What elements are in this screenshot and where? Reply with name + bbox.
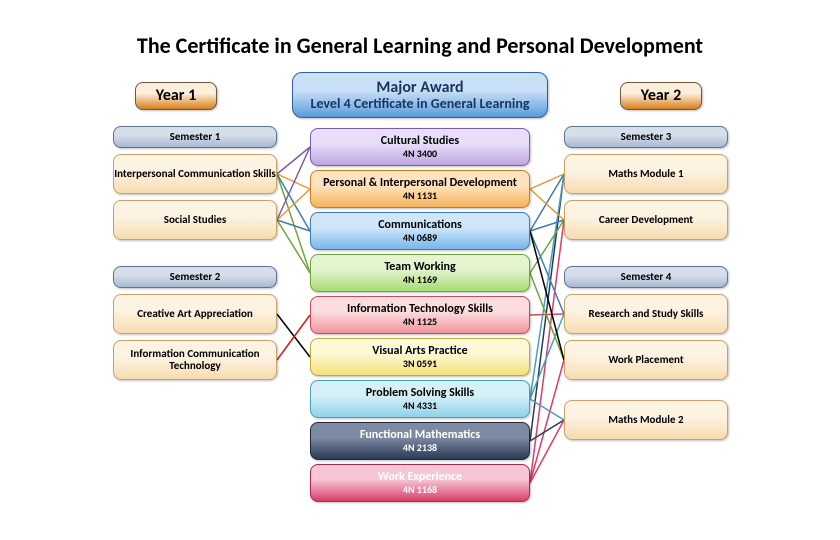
edge-mm1-pid [530, 174, 564, 189]
edge-ict-its [277, 315, 310, 360]
hdr-s1: Semester 1 [113, 126, 277, 148]
edge-mm2-fm [530, 420, 564, 441]
diagram-stage: The Certificate in General Learning and … [0, 0, 840, 540]
hdr-s4: Semester 4 [564, 266, 728, 288]
edge-ss-com [277, 220, 310, 231]
mod-cd: Career Development [564, 200, 728, 240]
edge-mm1-fm [530, 174, 564, 441]
edge-wp-we [530, 360, 564, 483]
edge-cd-we [530, 220, 564, 483]
edge-mm1-pss [530, 174, 564, 399]
mod-wp: Work Placement [564, 340, 728, 380]
center-we: Work Experience4N 1168 [310, 464, 530, 502]
mod-rss: Research and Study Skills [564, 294, 728, 334]
mod-mm1: Maths Module 1 [564, 154, 728, 194]
center-com: Communications4N 0689 [310, 212, 530, 250]
yearbox-y2: Year 2 [620, 82, 702, 110]
edge-cd-com [530, 220, 564, 231]
center-its: Information Technology Skills4N 1125 [310, 296, 530, 334]
edge-wp-com [530, 231, 564, 360]
mod-ict: Information Communication Technology [113, 340, 277, 380]
mod-ss: Social Studies [113, 200, 277, 240]
hdr-s2: Semester 2 [113, 266, 277, 288]
edge-ss-tw [277, 220, 310, 273]
edge-rss-pss [530, 314, 564, 399]
edge-mm2-we [530, 420, 564, 483]
mod-ics: Interpersonal Communication Skills [113, 154, 277, 194]
page-title: The Certificate in General Learning and … [0, 32, 840, 59]
mod-mm2: Maths Module 2 [564, 400, 728, 440]
edge-cd-pid [530, 189, 564, 220]
award-box: Major AwardLevel 4 Certificate in Genera… [292, 72, 548, 118]
center-tw: Team Working4N 1169 [310, 254, 530, 292]
center-pss: Problem Solving Skills4N 4331 [310, 380, 530, 418]
edge-ics-pid [277, 174, 310, 189]
edge-cd-tw [530, 220, 564, 273]
edge-ss-pid [277, 189, 310, 220]
edge-ics-tw [277, 174, 310, 273]
edge-caa-vap [277, 314, 310, 357]
edge-ics-cs [277, 147, 310, 174]
edge-mm2-pss [530, 399, 564, 420]
edge-wp-tw [530, 273, 564, 360]
center-fm: Functional Mathematics4N 2138 [310, 422, 530, 460]
edge-mm1-com [530, 174, 564, 231]
edge-rss-its [530, 314, 564, 315]
mod-caa: Creative Art Appreciation [113, 294, 277, 334]
edge-ics-com [277, 174, 310, 231]
edge-ss-cs [277, 147, 310, 220]
center-vap: Visual Arts Practice3N 0591 [310, 338, 530, 376]
center-pid: Personal & Interpersonal Development4N 1… [310, 170, 530, 208]
edge-rss-com [530, 231, 564, 314]
center-cs: Cultural Studies4N 3400 [310, 128, 530, 166]
hdr-s3: Semester 3 [564, 126, 728, 148]
yearbox-y1: Year 1 [135, 82, 217, 110]
